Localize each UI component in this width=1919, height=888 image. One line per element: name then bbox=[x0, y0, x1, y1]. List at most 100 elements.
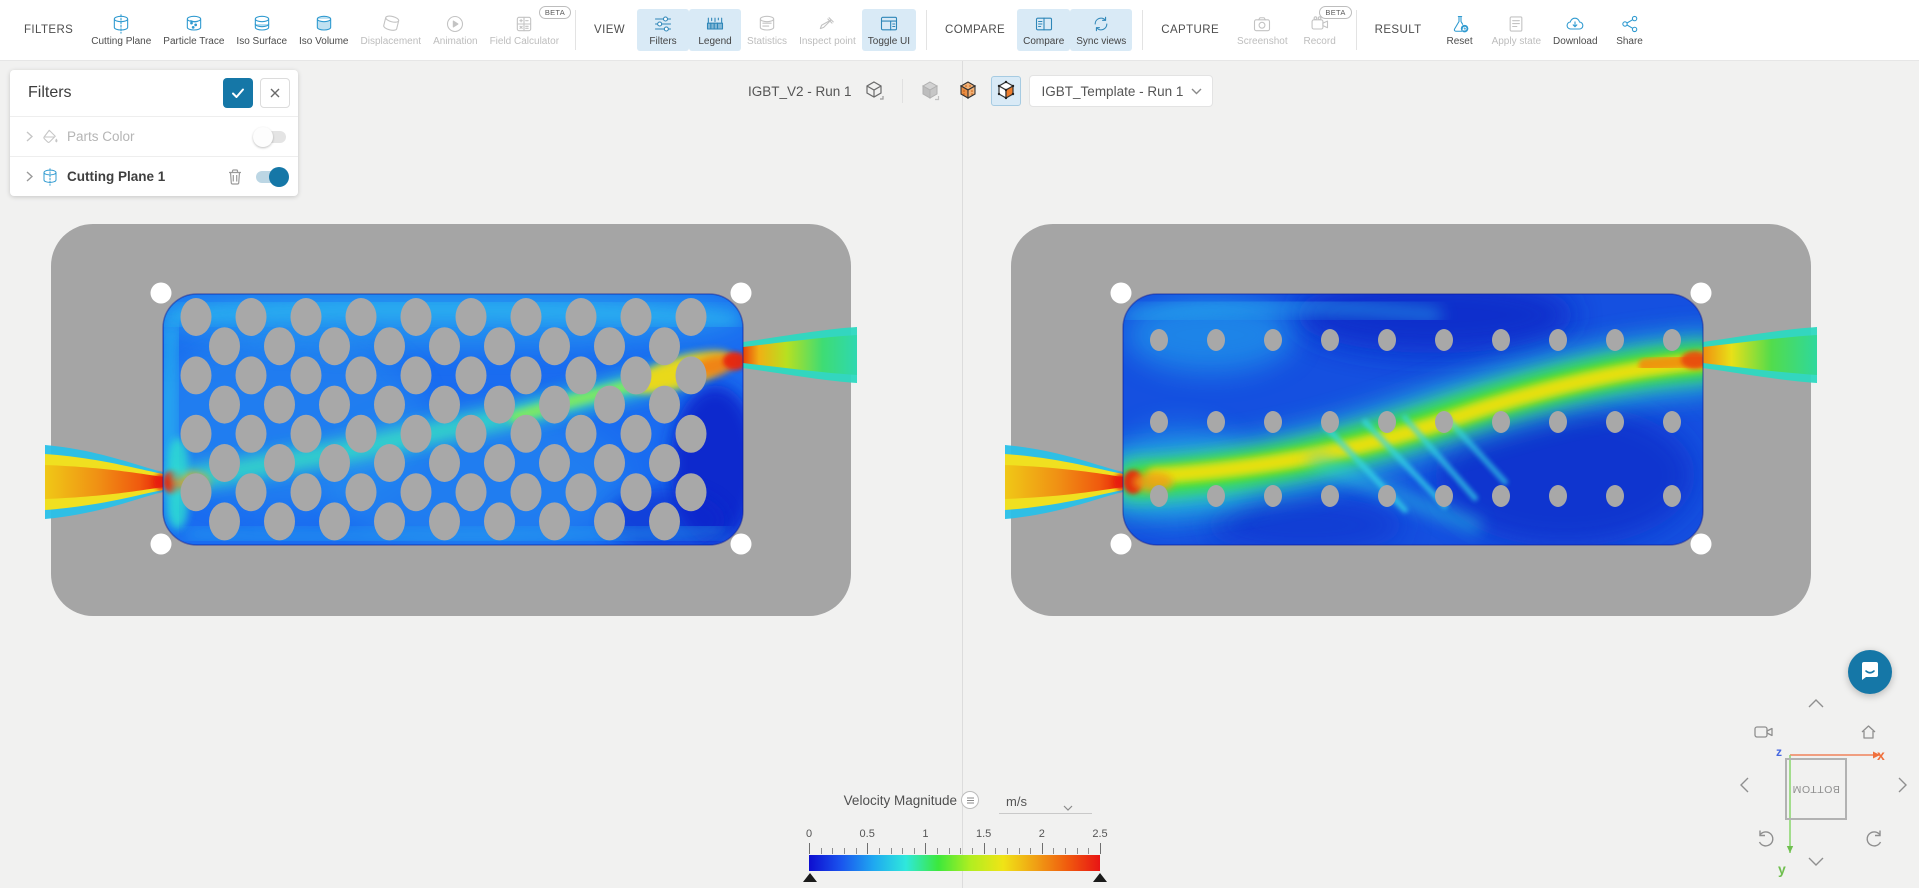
rotate-cw-button[interactable] bbox=[1864, 829, 1884, 849]
legend-tick bbox=[995, 848, 997, 854]
share-button[interactable]: Share bbox=[1604, 9, 1656, 51]
right-run-label: IGBT_Template - Run 1 bbox=[1041, 83, 1184, 99]
chevron-right-icon[interactable] bbox=[26, 171, 33, 182]
orbit-right-button[interactable] bbox=[1898, 777, 1907, 793]
record-button: Record BETA bbox=[1294, 6, 1352, 51]
toolbar-button-label: Share bbox=[1616, 36, 1643, 47]
toolbar-group-compare: COMPARE Compare Sync views bbox=[937, 9, 1133, 51]
apply-state-icon bbox=[1506, 14, 1526, 34]
toolbar-button-label: Compare bbox=[1023, 36, 1065, 47]
inspect-point-button: Inspect point bbox=[793, 9, 862, 51]
legend-colorbar[interactable] bbox=[809, 855, 1100, 871]
legend-menu-button[interactable] bbox=[961, 791, 979, 809]
close-filters-button[interactable] bbox=[260, 78, 290, 108]
iso-surface-button[interactable]: Iso Surface bbox=[230, 9, 293, 51]
filters-button[interactable]: Filters bbox=[637, 9, 690, 51]
delete-filter-button[interactable] bbox=[228, 168, 242, 185]
legend-tick bbox=[983, 843, 985, 854]
legend-tick-marks bbox=[809, 842, 1101, 854]
particle-trace-button[interactable]: Particle Trace bbox=[157, 9, 230, 51]
download-button[interactable]: Download bbox=[1547, 9, 1603, 51]
result-viewport-right[interactable] bbox=[1005, 220, 1817, 620]
result-viewport-left[interactable] bbox=[45, 220, 857, 620]
reset-button[interactable]: Reset bbox=[1434, 9, 1486, 51]
displacement-button: Displacement bbox=[355, 9, 428, 51]
iso-volume-button[interactable]: Iso Volume bbox=[293, 9, 354, 51]
solid-view-button[interactable] bbox=[915, 76, 945, 106]
inspect-point-icon bbox=[817, 14, 837, 34]
toolbar-button-label: Displacement bbox=[360, 36, 422, 47]
statistics-icon bbox=[757, 14, 777, 34]
legend-tick bbox=[1065, 848, 1067, 854]
displacement-icon bbox=[381, 14, 401, 34]
right-run-dropdown[interactable]: IGBT_Template - Run 1 bbox=[1028, 75, 1214, 107]
filter-row-cutting-plane-1[interactable]: Cutting Plane 1 bbox=[10, 156, 298, 196]
toggle-ui-button[interactable]: Toggle UI bbox=[861, 9, 917, 51]
rotate-ccw-button[interactable] bbox=[1756, 829, 1776, 849]
legend-tick bbox=[1006, 848, 1008, 854]
compare-icon bbox=[1034, 14, 1054, 34]
pin-fins bbox=[180, 298, 707, 541]
legend-unit-value[interactable]: m/s bbox=[1006, 794, 1027, 809]
chat-bubble-icon bbox=[1862, 662, 1878, 680]
surface-view-button[interactable] bbox=[990, 76, 1021, 106]
inlet-jet bbox=[45, 445, 168, 519]
filters-panel: Filters Parts Color Cutting Plane 1 bbox=[10, 70, 298, 196]
x-axis-label: x bbox=[1877, 747, 1885, 763]
toggle-ui-icon bbox=[879, 14, 899, 34]
legend-max-handle[interactable] bbox=[1093, 873, 1107, 882]
mounting-holes bbox=[150, 282, 752, 555]
legend-min-handle[interactable] bbox=[803, 873, 817, 882]
legend-tick bbox=[878, 848, 880, 854]
particle-trace-icon bbox=[184, 14, 204, 34]
toolbar-group-label: RESULT bbox=[1374, 24, 1422, 36]
toolbar-button-label: Inspect point bbox=[799, 36, 856, 47]
filter-visibility-toggle[interactable] bbox=[256, 166, 289, 187]
legend-tick bbox=[843, 848, 845, 854]
chevron-right-icon[interactable] bbox=[26, 131, 33, 142]
animation-button: Animation bbox=[427, 9, 483, 51]
toolbar-divider bbox=[1355, 10, 1357, 50]
mounting-holes bbox=[1110, 282, 1712, 555]
toolbar-button-label: Apply state bbox=[1491, 36, 1542, 47]
cube-solid-gray-icon bbox=[921, 81, 939, 101]
download-icon bbox=[1565, 14, 1585, 34]
toolbar-button-label: Download bbox=[1553, 36, 1598, 47]
orbit-down-button[interactable] bbox=[1808, 857, 1824, 866]
reset-icon bbox=[1450, 14, 1470, 34]
chat-launcher-button[interactable] bbox=[1848, 650, 1892, 694]
sync-views-button[interactable]: Sync views bbox=[1070, 9, 1133, 51]
camera-views-button[interactable] bbox=[1754, 725, 1774, 739]
toolbar-button-label: Animation bbox=[433, 36, 478, 47]
share-icon bbox=[1620, 14, 1640, 34]
nav-cube-face[interactable]: BOTTOM bbox=[1785, 758, 1847, 820]
chevron-down-icon[interactable] bbox=[1063, 798, 1073, 816]
filter-row-parts-color[interactable]: Parts Color bbox=[10, 116, 298, 156]
screenshot-button: Screenshot bbox=[1231, 9, 1294, 51]
inlet-jet bbox=[1005, 445, 1128, 519]
toolbar-button-label: Iso Volume bbox=[299, 36, 349, 47]
toolbar-divider bbox=[926, 10, 928, 50]
orbit-up-button[interactable] bbox=[1808, 699, 1824, 708]
legend-tick bbox=[937, 848, 938, 854]
filter-visibility-toggle[interactable] bbox=[253, 126, 286, 147]
cutting-plane-button[interactable]: Cutting Plane bbox=[85, 9, 157, 51]
beta-badge: BETA bbox=[1319, 6, 1352, 19]
field-calculator-button: Field Calculator BETA bbox=[484, 6, 572, 51]
legend-button[interactable]: Legend bbox=[689, 9, 742, 51]
legend-tick bbox=[902, 848, 904, 854]
legend-tick bbox=[820, 848, 822, 854]
compare-button[interactable]: Compare bbox=[1017, 9, 1071, 51]
orbit-left-button[interactable] bbox=[1740, 777, 1749, 793]
record-icon bbox=[1310, 14, 1330, 34]
legend-tick bbox=[890, 848, 892, 854]
view-navigation-widget: x y z BOTTOM bbox=[1732, 693, 1918, 888]
viewport-split-divider bbox=[962, 61, 963, 888]
view-selector-divider bbox=[901, 79, 903, 103]
legend-tick bbox=[832, 848, 834, 854]
left-view-cube-button[interactable] bbox=[860, 76, 890, 106]
apply-filters-button[interactable] bbox=[223, 78, 253, 108]
mesh-view-button[interactable] bbox=[953, 76, 983, 106]
home-view-button[interactable] bbox=[1860, 724, 1877, 740]
